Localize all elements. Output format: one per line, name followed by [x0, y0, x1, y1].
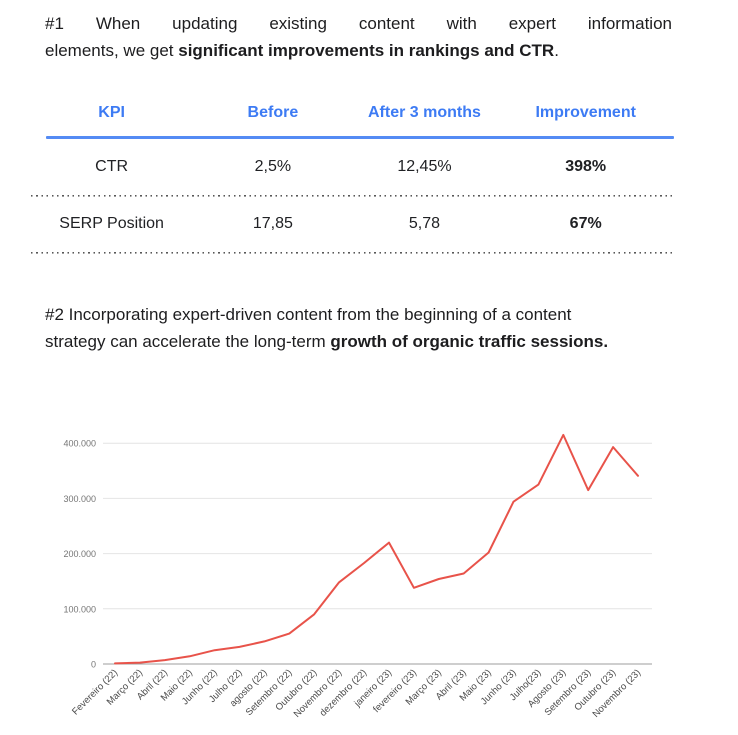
- cell-before: 17,85: [252, 215, 293, 233]
- cell-before: 2,5%: [254, 157, 292, 175]
- case-study-1-line2: elements, we get significant improvement…: [45, 37, 672, 64]
- case-study-1-line2-normal: elements, we get: [45, 41, 179, 60]
- y-tick-label: 300.000: [63, 494, 96, 504]
- kpi-table-header-before: Before: [247, 104, 299, 121]
- cell-improvement: 398%: [565, 157, 607, 175]
- case-study-1-text: #1 When updating existing content with e…: [45, 10, 672, 64]
- y-tick-label: 0: [91, 660, 96, 670]
- case-study-2-line1: #2 Incorporating expert-driven content f…: [45, 305, 572, 324]
- cell-after: 12,45%: [397, 157, 452, 175]
- case-study-1-line2-bold: significant improvements in rankings and…: [178, 41, 555, 60]
- case-study-2-line2-bold: growth of organic traffic sessions.: [330, 332, 609, 351]
- case-study-2-line2-normal: strategy can accelerate the long-term: [45, 332, 331, 351]
- organic-traffic-series-line: [114, 433, 639, 665]
- cell-improvement: 67%: [569, 215, 602, 233]
- kpi-table-header-after: After 3 months: [367, 104, 481, 121]
- y-tick-label: 100.000: [63, 604, 96, 614]
- case-study-1-line2-end: .: [554, 41, 559, 60]
- kpi-table-header-row: KPI Before After 3 months Improvement: [31, 90, 676, 136]
- table-row: CTR 2,5% 12,45% 398%: [31, 139, 676, 195]
- row-separator-dotted: [31, 252, 676, 254]
- case-study-2-text: #2 Incorporating expert-driven content f…: [45, 301, 708, 355]
- table-row: SERP Position 17,85 5,78 67%: [31, 197, 676, 253]
- y-tick-label: 200.000: [63, 549, 96, 559]
- kpi-table-header-kpi: KPI: [98, 104, 125, 121]
- kpi-table-header-divider: [46, 136, 674, 139]
- cell-kpi: CTR: [95, 157, 129, 175]
- row-separator-dotted: [31, 194, 676, 197]
- case-study-1-line1: #1 When updating existing content with e…: [45, 14, 672, 33]
- cell-kpi: SERP Position: [59, 215, 164, 233]
- kpi-table: KPI Before After 3 months Improvement CT…: [31, 90, 676, 254]
- y-tick-label: 400.000: [63, 439, 96, 449]
- case-study-2-line2: strategy can accelerate the long-term gr…: [45, 328, 708, 355]
- kpi-table-header-improvement: Improvement: [535, 104, 636, 121]
- cell-after: 5,78: [408, 215, 441, 233]
